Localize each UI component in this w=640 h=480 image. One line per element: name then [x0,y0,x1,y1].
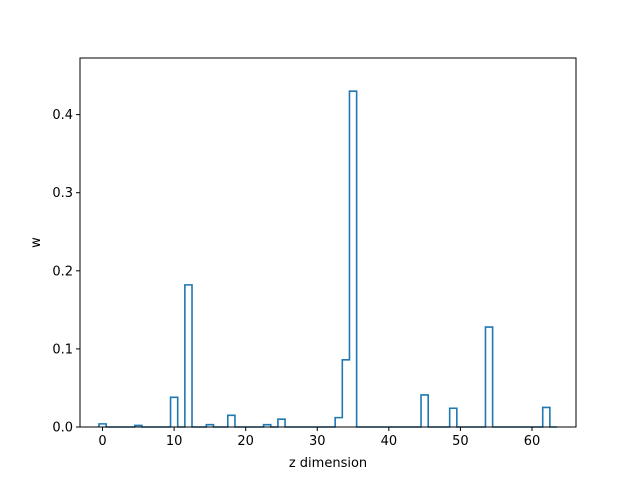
x-tick-label: 60 [524,434,541,449]
x-tick-label: 20 [237,434,254,449]
x-tick-label: 0 [98,434,106,449]
y-tick-label: 0.3 [52,186,73,201]
x-tick-label: 40 [381,434,398,449]
x-tick-label: 10 [166,434,183,449]
x-tick-label: 50 [452,434,469,449]
y-tick-label: 0.2 [52,264,73,279]
x-axis-label: z dimension [289,456,367,471]
x-tick-label: 30 [309,434,326,449]
plot-frame [79,57,577,428]
plot-area [80,58,576,427]
y-tick-label: 0.4 [52,108,73,123]
y-tick-label: 0.0 [52,421,73,436]
y-axis-label: w [29,237,44,248]
ticks-layer: 0 10 20 30 40 50 60 0.0 0.1 0.2 0.3 0.4 [52,108,540,449]
y-tick-label: 0.1 [52,342,73,357]
